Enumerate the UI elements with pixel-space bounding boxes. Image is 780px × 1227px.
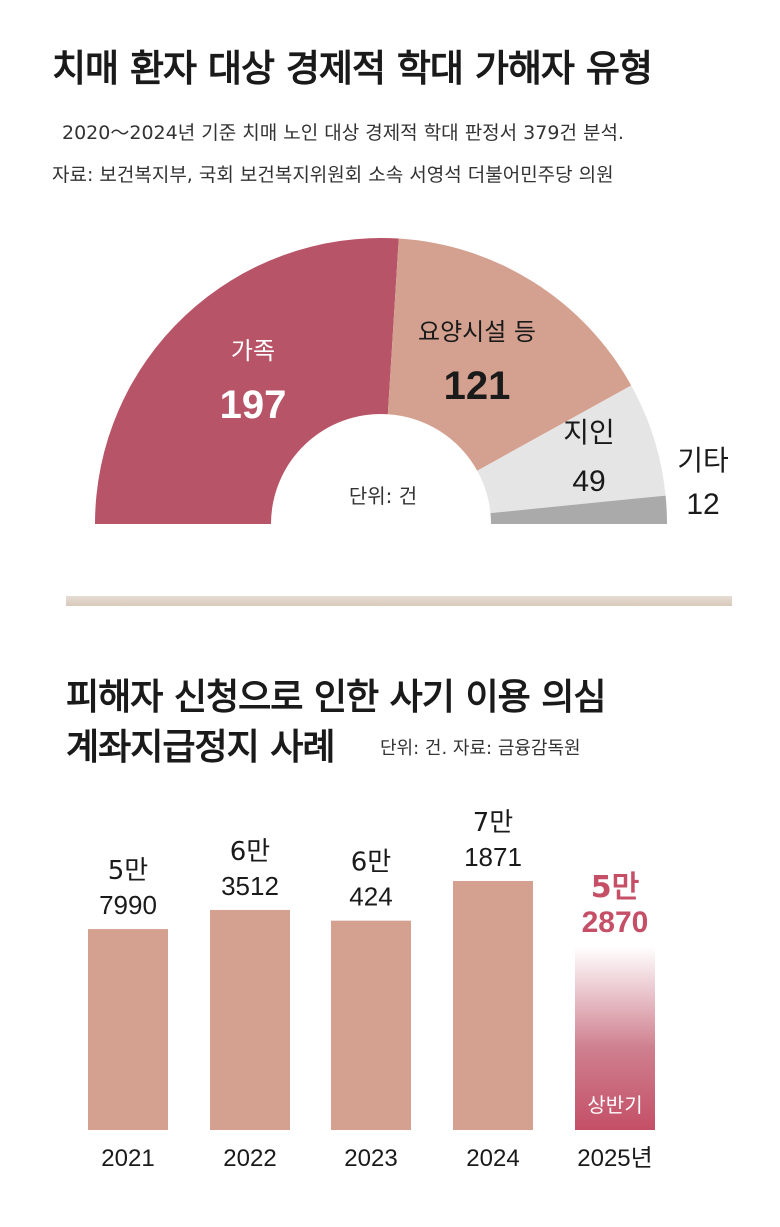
bar-2025년 bbox=[575, 946, 655, 1130]
donut-slice-2 bbox=[387, 238, 632, 471]
bar-annotation: 상반기 bbox=[587, 1093, 642, 1117]
bar-label-top-2022: 6만 bbox=[230, 837, 270, 867]
slice-value-2: 121 bbox=[444, 364, 511, 408]
donut-slice-1 bbox=[95, 237, 399, 524]
bar-2024 bbox=[453, 881, 533, 1130]
bar-label-bottom-2024: 1871 bbox=[464, 842, 522, 872]
bar-2021 bbox=[88, 929, 168, 1130]
slice-value-3: 49 bbox=[572, 465, 605, 498]
bar-2023 bbox=[331, 920, 411, 1130]
bar-label-top-2025년: 5만 bbox=[591, 870, 640, 905]
slice-value-1: 197 bbox=[220, 383, 287, 427]
donut-slice-3 bbox=[477, 385, 666, 514]
slice-label-4: 기타 bbox=[677, 444, 729, 477]
section-divider bbox=[66, 596, 732, 606]
chart-subtitle: 2020～2024년 기준 치매 노인 대상 경제적 학대 판정서 379건 분… bbox=[62, 122, 624, 144]
x-tick-2022: 2022 bbox=[223, 1145, 276, 1172]
bar-2022 bbox=[210, 909, 290, 1130]
bar-label-bottom-2021: 7990 bbox=[99, 890, 157, 920]
x-tick-2025년: 2025년 bbox=[577, 1145, 652, 1172]
bar-label-top-2024: 7만 bbox=[473, 808, 513, 838]
bar-chart-unit-source: 단위: 건. 자료: 금융감독원 bbox=[380, 738, 581, 759]
slice-label-2: 요양시설 등 bbox=[418, 318, 536, 346]
donut-unit-label: 단위: 건 bbox=[349, 484, 417, 508]
bar-label-top-2023: 6만 bbox=[351, 848, 391, 878]
x-tick-2023: 2023 bbox=[344, 1145, 397, 1172]
bar-label-top-2021: 5만 bbox=[108, 856, 148, 886]
bar-label-bottom-2023: 424 bbox=[349, 882, 392, 912]
donut-slice-4 bbox=[490, 495, 667, 524]
source-note: 자료: 보건복지부, 국회 보건복지위원회 소속 서영석 더불어민주당 의원 bbox=[52, 164, 614, 186]
bar-chart-title-line2: 계좌지급정지 사례 bbox=[66, 727, 335, 768]
bar-label-bottom-2025년: 2870 bbox=[582, 906, 649, 939]
slice-label-1: 가족 bbox=[231, 337, 275, 365]
bar-chart-title-line1: 피해자 신청으로 인한 사기 이용 의심 bbox=[66, 677, 606, 718]
slice-label-3: 지인 bbox=[563, 416, 615, 449]
x-tick-2021: 2021 bbox=[101, 1145, 154, 1172]
slice-value-4: 12 bbox=[686, 488, 719, 521]
bar-label-bottom-2022: 3512 bbox=[221, 871, 279, 901]
x-tick-2024: 2024 bbox=[466, 1145, 519, 1172]
chart-title: 치매 환자 대상 경제적 학대 가해자 유형 bbox=[52, 47, 653, 90]
